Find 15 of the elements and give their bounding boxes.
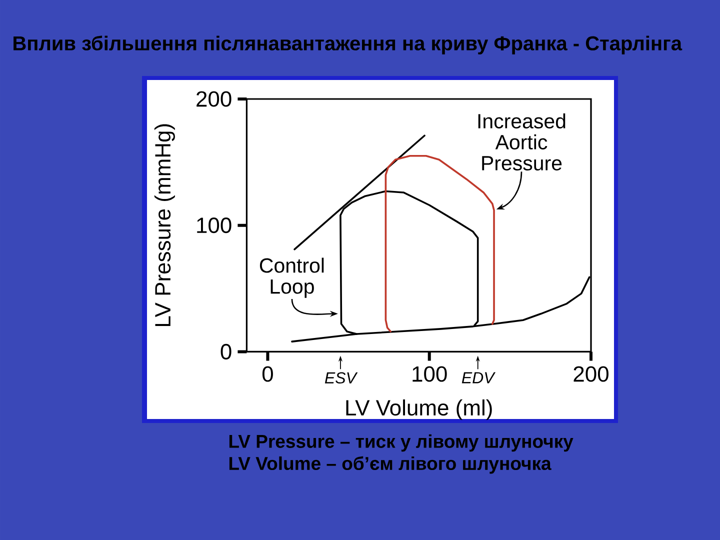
x-tick-label: ESV: [324, 372, 358, 384]
x-tick-label: 100: [412, 366, 447, 382]
x-tick-label: 200: [574, 366, 608, 382]
y-axis-title: LV Pressure (mmHg): [154, 124, 175, 326]
x-tick-label: EDV: [462, 372, 496, 384]
y-tick-label: 200: [196, 91, 232, 107]
x-tick-label: 0: [262, 366, 273, 382]
text: LV Volume – об’єм лівого шлуночка: [229, 456, 552, 474]
y-tick-label: 0: [220, 344, 232, 360]
y-tick-label: 100: [197, 218, 232, 234]
x-axis-title: LV Volume (ml): [346, 399, 492, 420]
annotation: Increased Aortic Pressure: [478, 113, 566, 170]
text: LV Pressure – тиск у лівому шлуночку: [229, 434, 574, 452]
annotation: Control Loop: [260, 258, 324, 298]
chart-title: Вплив збільшення післянавантаження на криву Франка - Старлінга: [14, 36, 682, 54]
